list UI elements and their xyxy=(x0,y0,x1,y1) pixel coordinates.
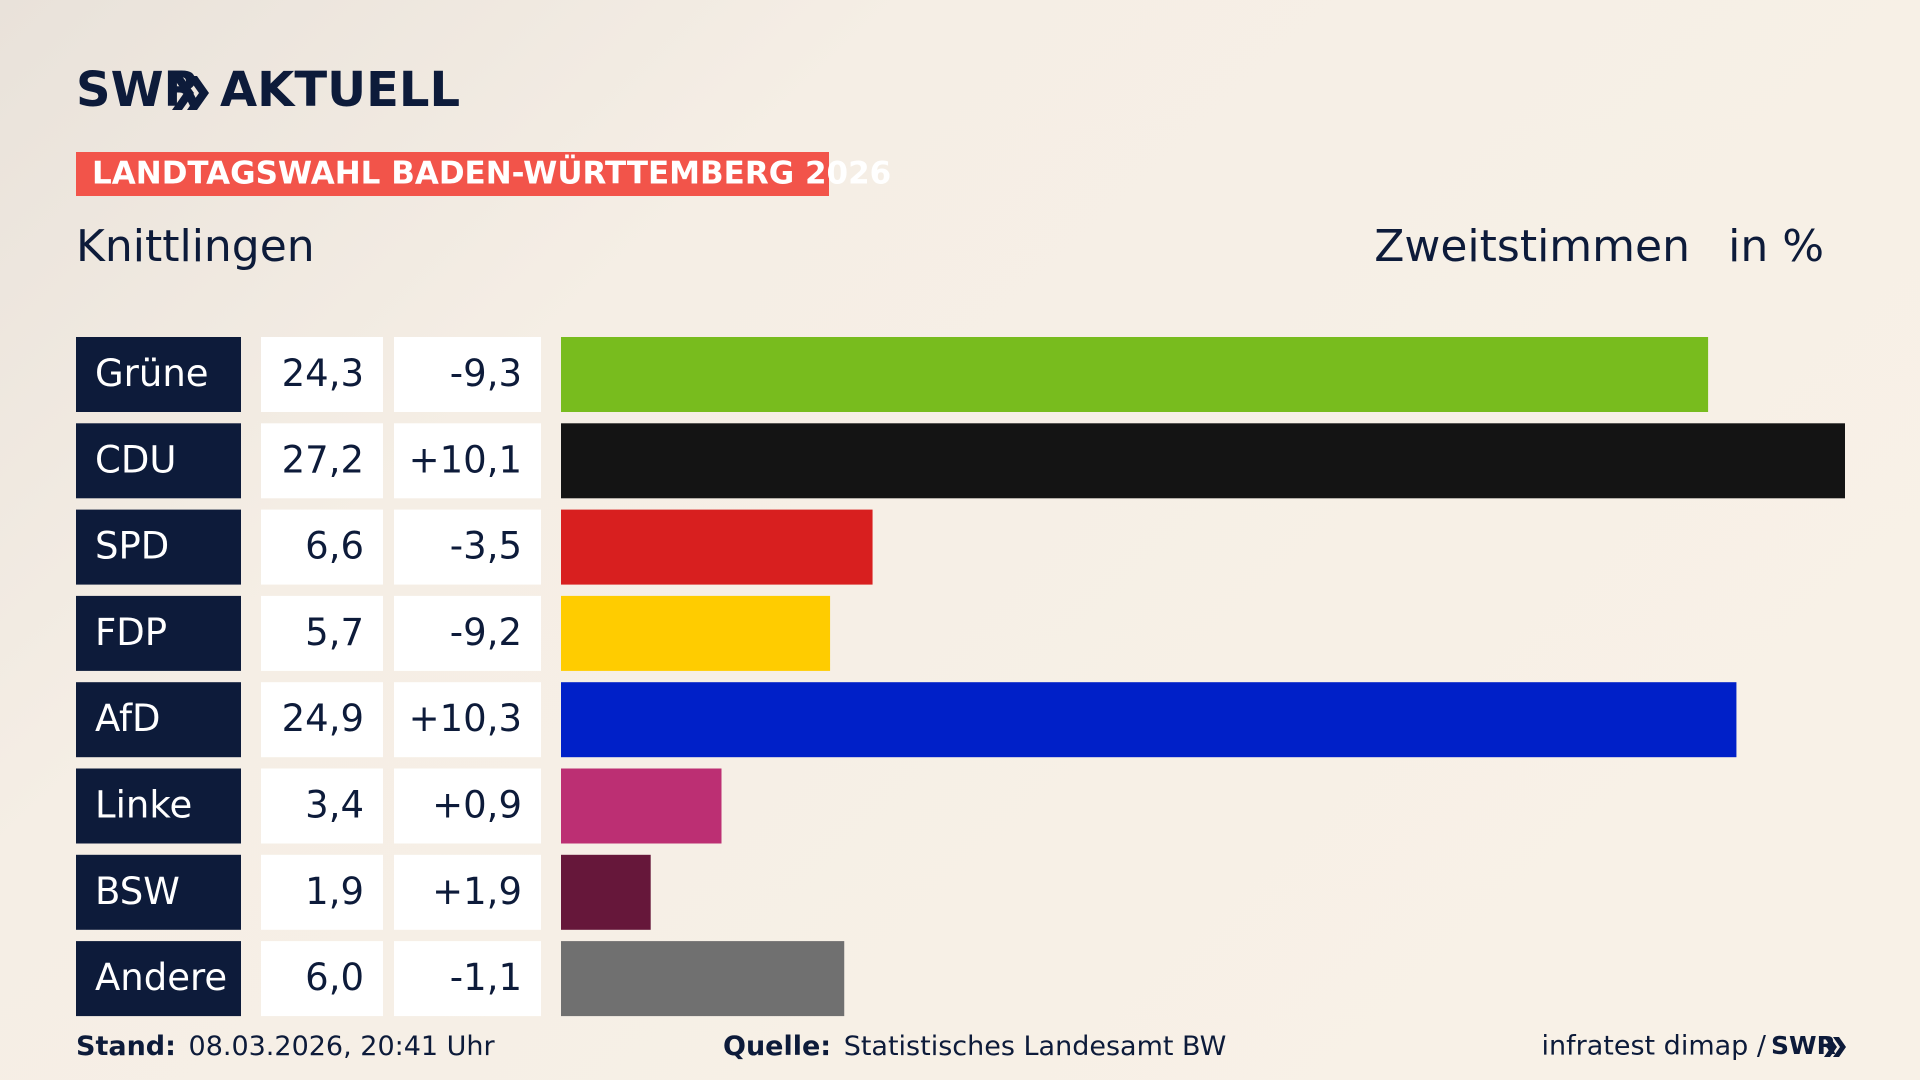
value-box xyxy=(261,682,383,758)
bar xyxy=(561,854,651,930)
bar xyxy=(561,337,1709,412)
bar xyxy=(561,423,1845,499)
party-box xyxy=(76,768,241,844)
brand-chevrons xyxy=(172,76,209,110)
change-box xyxy=(394,854,541,930)
change-box xyxy=(394,509,541,585)
party-label: FDP xyxy=(95,611,167,654)
value-box xyxy=(261,941,383,1017)
party-label: Grüne xyxy=(95,352,209,395)
banner: LANDTAGSWAHL BADEN-WÜRTTEMBERG 2026 xyxy=(92,155,891,192)
party-box xyxy=(76,337,241,412)
value-label: 24,3 xyxy=(282,352,364,395)
change-box xyxy=(394,595,541,671)
party-label: Linke xyxy=(95,784,192,827)
value-box xyxy=(261,768,383,844)
party-box xyxy=(76,941,241,1017)
value-box xyxy=(261,854,383,930)
brand-suffix: AKTUELL xyxy=(220,62,460,118)
change-label: -9,2 xyxy=(450,611,522,654)
change-label: -3,5 xyxy=(450,525,522,568)
footer-source: Quelle: Statistisches Landesamt BW xyxy=(723,1031,1226,1062)
value-box xyxy=(261,595,383,671)
source: Statistisches Landesamt BW xyxy=(844,1031,1227,1062)
change-box xyxy=(394,768,541,844)
value-label: 6,0 xyxy=(305,956,364,999)
value-box xyxy=(261,337,383,412)
change-box xyxy=(394,423,541,499)
party-label: CDU xyxy=(95,438,176,481)
party-box xyxy=(76,595,241,671)
change-box xyxy=(394,682,541,758)
value-label: 1,9 xyxy=(305,870,364,913)
value-label: 24,9 xyxy=(282,697,364,740)
credit: infratest dimap / xyxy=(1541,1031,1766,1062)
bar xyxy=(561,682,1737,758)
credit-brand: SWR xyxy=(1771,1031,1836,1060)
value-label: 3,4 xyxy=(305,784,364,827)
source-label: Quelle: xyxy=(723,1031,831,1062)
party-box xyxy=(76,682,241,758)
party-box xyxy=(76,423,241,499)
change-label: +1,9 xyxy=(432,870,522,913)
change-box xyxy=(394,941,541,1017)
party-label: AfD xyxy=(95,697,161,740)
bar xyxy=(561,509,873,585)
party-label: SPD xyxy=(95,525,169,568)
stand-label: Stand: xyxy=(76,1031,176,1062)
change-label: -1,1 xyxy=(450,956,522,999)
value-label: 5,7 xyxy=(305,611,364,654)
footer-stand: Stand: 08.03.2026, 20:41 Uhr xyxy=(76,1031,496,1062)
measure: Zweitstimmen xyxy=(1374,221,1690,272)
value-box xyxy=(261,423,383,499)
change-label: +10,3 xyxy=(409,697,522,740)
stand: 08.03.2026, 20:41 Uhr xyxy=(189,1031,496,1062)
value-label: 27,2 xyxy=(282,438,364,481)
party-label: Andere xyxy=(95,956,227,999)
change-label: +0,9 xyxy=(432,784,522,827)
banner-box xyxy=(76,152,829,196)
bar xyxy=(561,768,722,844)
credit-chevrons xyxy=(1824,1037,1846,1057)
party-label: BSW xyxy=(95,870,180,913)
party-box xyxy=(76,509,241,585)
bar xyxy=(561,941,845,1017)
value-label: 6,6 xyxy=(305,525,364,568)
party-box xyxy=(76,854,241,930)
place: Knittlingen xyxy=(76,221,315,272)
value-box xyxy=(261,509,383,585)
unit: in % xyxy=(1728,221,1824,272)
change-label: +10,1 xyxy=(409,438,522,481)
change-label: -9,3 xyxy=(450,352,522,395)
change-box xyxy=(394,337,541,412)
bar xyxy=(561,595,831,671)
